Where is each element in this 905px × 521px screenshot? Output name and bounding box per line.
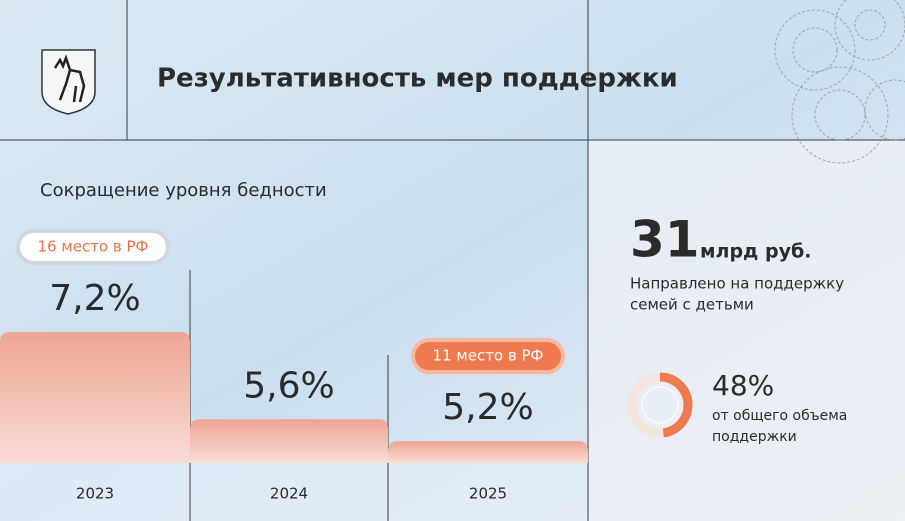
amount-description: Направлено на поддержку <box>630 275 844 293</box>
year-band <box>0 463 588 521</box>
bar <box>0 331 190 463</box>
x-tick-label: 2025 <box>469 485 507 503</box>
value-label: 5,6% <box>243 365 334 406</box>
value-label: 5,2% <box>442 387 533 428</box>
page-title: Результативность мер поддержки <box>157 64 678 94</box>
x-tick-label: 2024 <box>270 485 308 503</box>
bar <box>190 419 388 463</box>
rank-label: 16 место в РФ <box>38 237 149 255</box>
x-tick-label: 2023 <box>76 485 114 503</box>
bar <box>388 441 588 463</box>
amount-description: семей с детьми <box>630 296 754 314</box>
amount-unit: млрд руб. <box>700 241 811 263</box>
share-description: от общего объема <box>712 408 847 424</box>
amount: 31 <box>630 211 700 269</box>
donut-arc <box>627 372 693 438</box>
rank-badge <box>16 228 170 265</box>
logo <box>41 49 96 115</box>
gears-decoration <box>774 0 905 164</box>
share-description: поддержки <box>712 429 797 445</box>
value-label: 7,2% <box>49 278 140 319</box>
share-value: 48% <box>712 369 774 402</box>
rank-badge <box>411 338 565 375</box>
right-panel <box>588 140 905 521</box>
donut-center <box>641 386 679 424</box>
chart-title: Сокращение уровня бедности <box>40 180 327 201</box>
rank-label: 11 место в РФ <box>433 347 544 365</box>
